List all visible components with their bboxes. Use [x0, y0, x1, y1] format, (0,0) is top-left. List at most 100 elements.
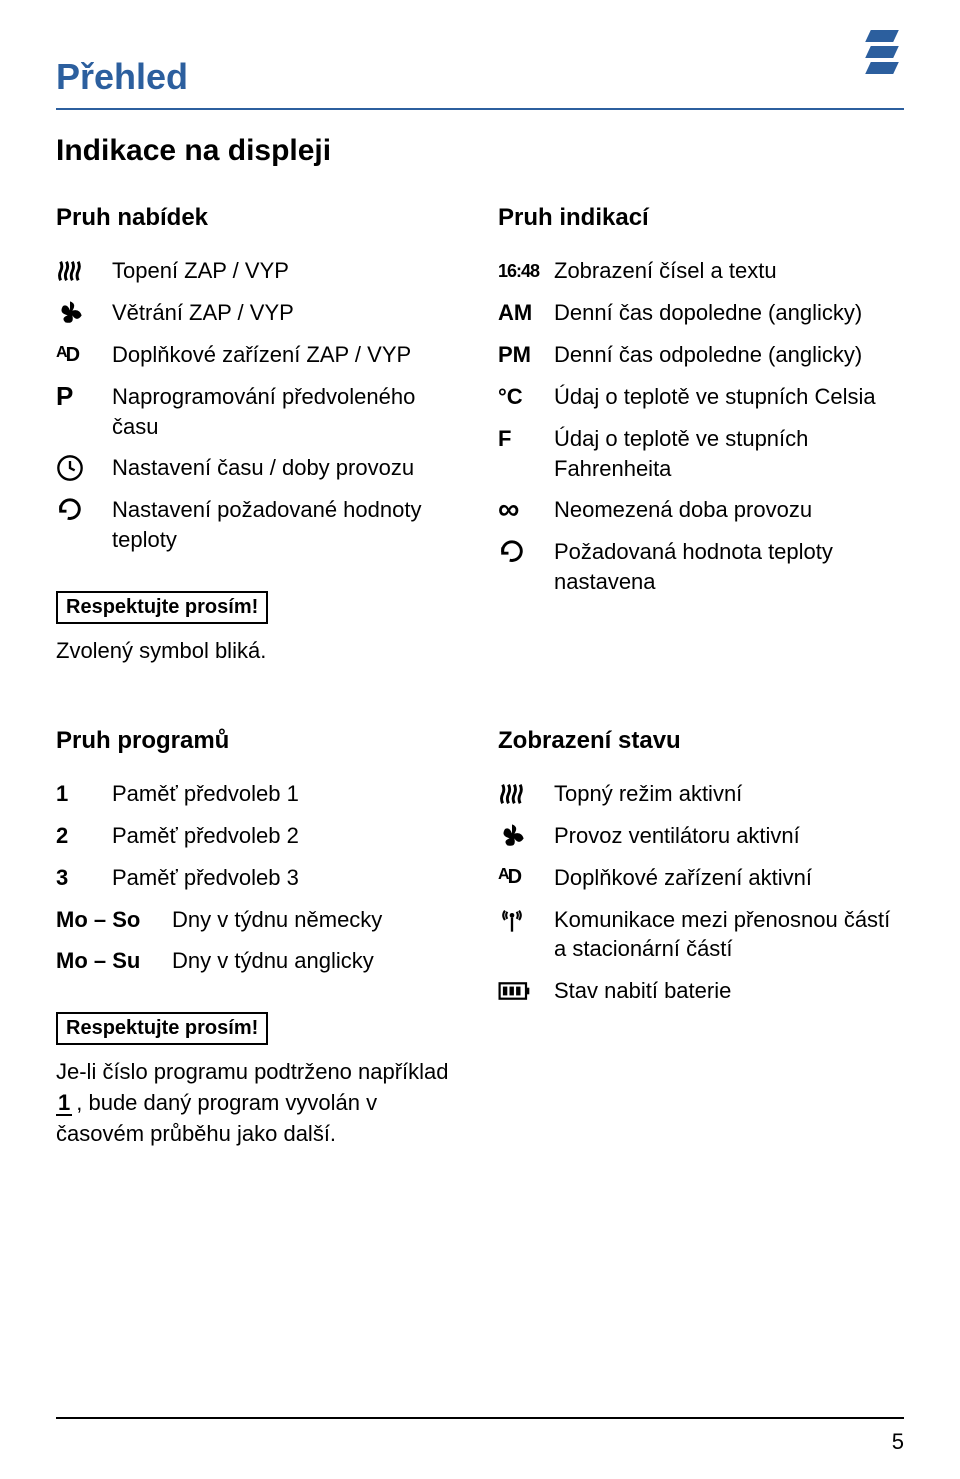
- indication-symbol: F: [498, 424, 511, 454]
- indication-text: Denní čas dopoledne (anglicky): [554, 298, 904, 328]
- status-text: Doplňkové zařízení aktivní: [554, 863, 904, 893]
- program-text: Paměť předvoleb 1: [112, 779, 462, 809]
- menu-item-text: Topení ZAP / VYP: [112, 256, 462, 286]
- menu-item-text: Doplňkové zařízení ZAP / VYP: [112, 340, 462, 370]
- status-text: Stav nabití baterie: [554, 976, 904, 1006]
- menu-bar-row: Nastavení požadované hodnoty teploty: [56, 495, 462, 554]
- brand-logo: [860, 30, 904, 90]
- status-icon-cell: [498, 905, 554, 935]
- status-row: Topný režim aktivní: [498, 779, 904, 809]
- ad-icon: AD: [56, 342, 78, 369]
- menu-bar-note: Zvolený symbol bliká.: [56, 636, 462, 667]
- program-text: Paměť předvoleb 2: [112, 821, 462, 851]
- indication-symbol: PM: [498, 340, 531, 370]
- menu-item-text: Nastavení požadované hodnoty teploty: [112, 495, 462, 554]
- indication-symbol: AM: [498, 298, 532, 328]
- program-symbol: Mo – So: [56, 905, 172, 935]
- indication-symbol-cell: °C: [498, 382, 554, 412]
- program-bar-heading: Pruh programů: [56, 727, 462, 755]
- status-icon-cell: [498, 779, 554, 809]
- status-display-section: Zobrazení stavu Topný režim aktivní Provo…: [498, 727, 904, 1150]
- status-icon-cell: AD: [498, 863, 554, 893]
- note-part1: Je-li číslo programu podtrženo například: [56, 1059, 449, 1084]
- page-title: Přehled: [56, 56, 904, 98]
- indication-symbol-cell: PM: [498, 340, 554, 370]
- heat-icon: [56, 257, 84, 285]
- menu-bar-row: AD Doplňkové zařízení ZAP / VYP: [56, 340, 462, 370]
- ad-icon: AD: [498, 864, 520, 891]
- indication-row: Požadovaná hodnota teploty nastavena: [498, 537, 904, 596]
- program-symbol: 2: [56, 821, 112, 851]
- indication-bar-section: Pruh indikací 16:48 Zobrazení čísel a tex…: [498, 204, 904, 667]
- menu-icon-cell: [56, 256, 112, 286]
- top-columns: Pruh nabídek Topení ZAP / VYP Větrání ZAP…: [56, 204, 904, 667]
- status-text: Provoz ventilátoru aktivní: [554, 821, 904, 851]
- indication-row: 16:48 Zobrazení čísel a textu: [498, 256, 904, 286]
- indication-text: Požadovaná hodnota teploty nastavena: [554, 537, 904, 596]
- menu-icon-cell: [56, 298, 112, 328]
- program-row: Mo – SuDny v týdnu anglicky: [56, 946, 462, 976]
- indication-symbol-cell: [498, 537, 554, 567]
- status-display-heading: Zobrazení stavu: [498, 727, 904, 755]
- menu-bar-row: Nastavení času / doby provozu: [56, 453, 462, 483]
- note-box-2: Respektujte prosím!: [56, 1012, 268, 1045]
- title-divider: [56, 108, 904, 110]
- heat-icon: [498, 780, 526, 808]
- indication-symbol: °C: [498, 382, 523, 412]
- footer-divider: [56, 1417, 904, 1419]
- menu-bar-row: Větrání ZAP / VYP: [56, 298, 462, 328]
- clock-icon: [56, 454, 84, 482]
- program-symbol: 1: [56, 779, 112, 809]
- menu-item-text: Nastavení času / doby provozu: [112, 453, 462, 483]
- status-row: Stav nabití baterie: [498, 976, 904, 1006]
- indication-text: Údaj o teplotě ve stupních Fahrenheita: [554, 424, 904, 483]
- indication-row: AM Denní čas dopoledne (anglicky): [498, 298, 904, 328]
- program-text: Dny v týdnu německy: [172, 905, 462, 935]
- indication-row: °C Údaj o teplotě ve stupních Celsia: [498, 382, 904, 412]
- fan-icon: [498, 822, 526, 850]
- arrow-icon: [56, 496, 84, 524]
- menu-icon-cell: [56, 453, 112, 483]
- status-text: Komunikace mezi přenosnou částí a stacio…: [554, 905, 904, 964]
- indication-symbol-cell: 16:48: [498, 256, 554, 286]
- indication-symbol-cell: F: [498, 424, 554, 454]
- menu-item-text: Větrání ZAP / VYP: [112, 298, 462, 328]
- note-box: Respektujte prosím!: [56, 591, 268, 624]
- indication-text: Zobrazení čísel a textu: [554, 256, 904, 286]
- fan-icon: [56, 299, 84, 327]
- program-text: Paměť předvoleb 3: [112, 863, 462, 893]
- menu-icon-cell: [56, 495, 112, 525]
- status-text: Topný režim aktivní: [554, 779, 904, 809]
- status-row: Komunikace mezi přenosnou částí a stacio…: [498, 905, 904, 964]
- indication-row: F Údaj o teplotě ve stupních Fahrenheita: [498, 424, 904, 483]
- status-icon-cell: [498, 976, 554, 1006]
- indication-symbol-cell: ∞: [498, 495, 554, 525]
- indication-symbol: ∞: [498, 499, 519, 521]
- indication-bar-heading: Pruh indikací: [498, 204, 904, 232]
- page-number: 5: [892, 1429, 904, 1455]
- p-icon: P: [56, 379, 73, 414]
- program-text: Dny v týdnu anglicky: [172, 946, 462, 976]
- underlined-program-number: 1: [56, 1092, 72, 1116]
- menu-bar-section: Pruh nabídek Topení ZAP / VYP Větrání ZAP…: [56, 204, 462, 667]
- menu-bar-heading: Pruh nabídek: [56, 204, 462, 232]
- menu-item-text: Naprogramování předvoleného času: [112, 382, 462, 441]
- indication-text: Údaj o teplotě ve stupních Celsia: [554, 382, 904, 412]
- status-row: AD Doplňkové zařízení aktivní: [498, 863, 904, 893]
- program-row: 3Paměť předvoleb 3: [56, 863, 462, 893]
- program-row: 2Paměť předvoleb 2: [56, 821, 462, 851]
- bottom-columns: Pruh programů 1Paměť předvoleb 12Paměť p…: [56, 727, 904, 1150]
- program-symbol: 3: [56, 863, 112, 893]
- status-row: Provoz ventilátoru aktivní: [498, 821, 904, 851]
- program-bar-section: Pruh programů 1Paměť předvoleb 12Paměť p…: [56, 727, 462, 1150]
- indication-row: PM Denní čas odpoledne (anglicky): [498, 340, 904, 370]
- status-icon-cell: [498, 821, 554, 851]
- indication-row: ∞Neomezená doba provozu: [498, 495, 904, 525]
- indication-symbol-cell: AM: [498, 298, 554, 328]
- program-bar-note: Je-li číslo programu podtrženo například…: [56, 1057, 462, 1149]
- program-symbol: Mo – Su: [56, 946, 172, 976]
- indication-text: Denní čas odpoledne (anglicky): [554, 340, 904, 370]
- page-subtitle: Indikace na displeji: [56, 134, 904, 168]
- indication-symbol: 16:48: [498, 259, 539, 283]
- note-part2: , bude daný program vyvolán v časovém pr…: [56, 1090, 377, 1146]
